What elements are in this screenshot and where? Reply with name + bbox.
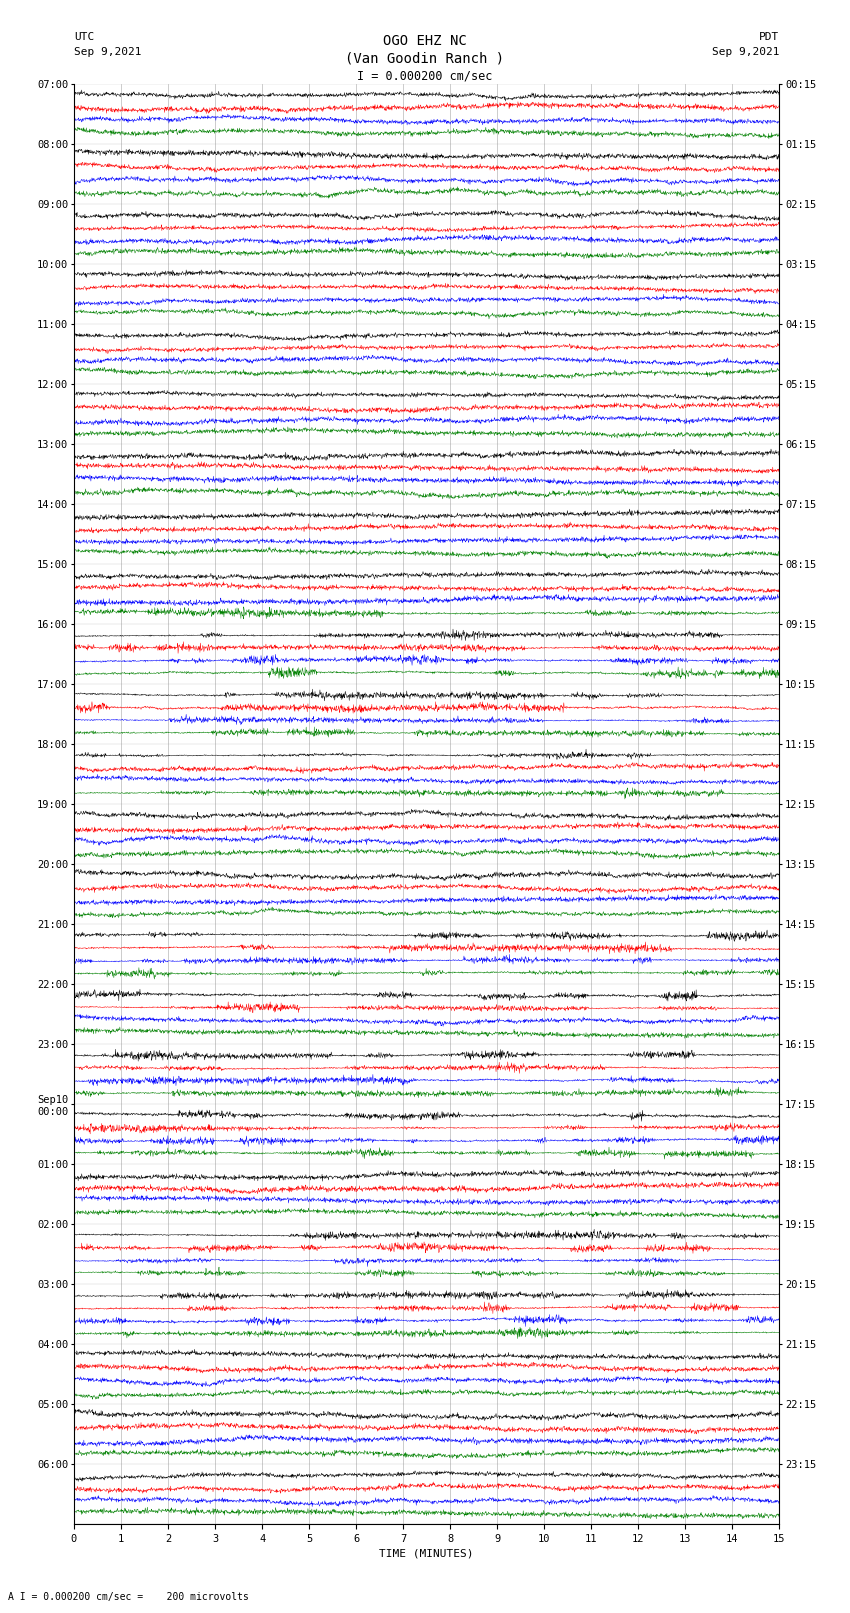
X-axis label: TIME (MINUTES): TIME (MINUTES) xyxy=(379,1548,474,1558)
Text: A I = 0.000200 cm/sec =    200 microvolts: A I = 0.000200 cm/sec = 200 microvolts xyxy=(8,1592,249,1602)
Text: I = 0.000200 cm/sec: I = 0.000200 cm/sec xyxy=(357,69,493,82)
Text: UTC: UTC xyxy=(74,32,94,42)
Text: PDT: PDT xyxy=(759,32,779,42)
Text: Sep 9,2021: Sep 9,2021 xyxy=(712,47,779,56)
Text: (Van Goodin Ranch ): (Van Goodin Ranch ) xyxy=(345,52,505,66)
Text: OGO EHZ NC: OGO EHZ NC xyxy=(383,34,467,48)
Text: Sep 9,2021: Sep 9,2021 xyxy=(74,47,141,56)
